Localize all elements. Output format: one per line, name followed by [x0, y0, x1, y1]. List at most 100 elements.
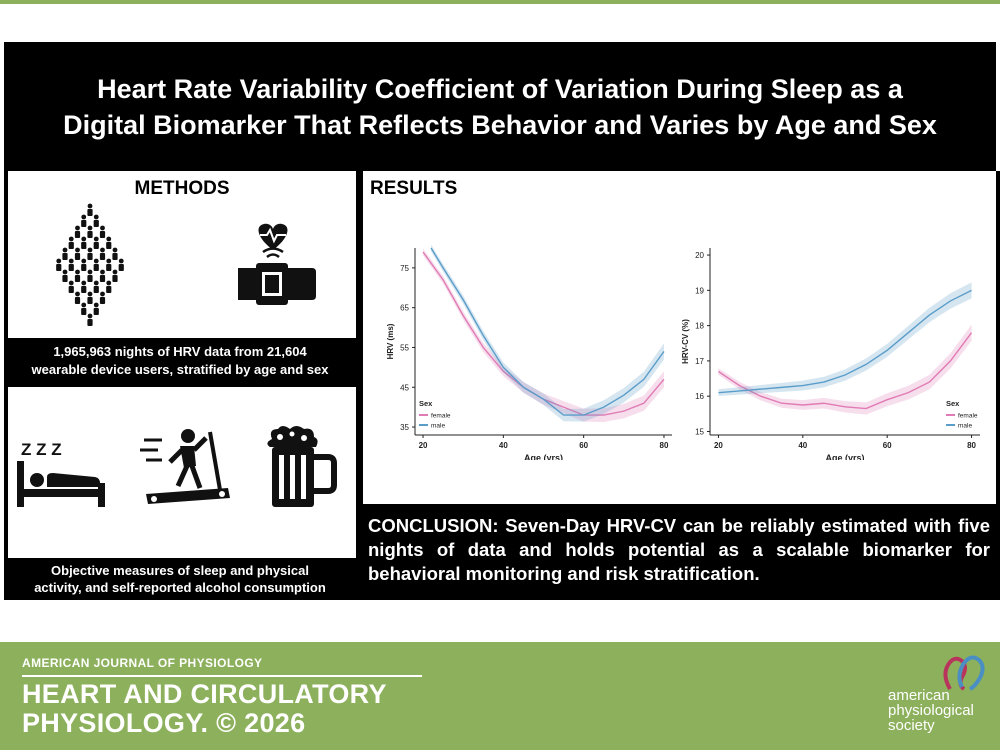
legend-label-male: male [431, 423, 445, 430]
people-crowd-icon [56, 203, 124, 326]
y-tick-label-20: 20 [695, 251, 704, 260]
x-tick-label-80: 80 [660, 441, 669, 450]
y-tick-label-17: 17 [695, 357, 704, 366]
title-banner: Heart Rate Variability Coefficient of Va… [4, 42, 996, 171]
person-figure-7 [81, 236, 87, 249]
person-figure-28 [93, 280, 99, 293]
person-figure-27 [81, 280, 87, 293]
series-line-male [718, 289, 972, 394]
person-figure-17 [81, 258, 87, 271]
person-figure-10 [62, 247, 68, 260]
caption2-line1: Objective measures of sleep and physical [51, 563, 309, 578]
treadmill-icon [140, 429, 230, 504]
legend-label-male: male [958, 423, 972, 430]
society-logo-icon [943, 655, 985, 691]
society-line1: american [888, 687, 950, 704]
person-figure-31 [87, 291, 93, 304]
y-tick-label-45: 45 [400, 383, 409, 392]
y-tick-label-18: 18 [695, 322, 704, 331]
legend-label-female: female [431, 413, 451, 420]
sleep-bed-icon: Z Z Z [17, 440, 105, 507]
society-line3: society [888, 717, 935, 734]
title-line-1: Heart Rate Variability Coefficient of Va… [97, 73, 903, 104]
society-name: american physiological society [888, 688, 974, 733]
person-figure-13 [99, 247, 106, 260]
x-tick-label-60: 60 [883, 441, 892, 450]
person-figure-18 [93, 258, 99, 271]
person-figure-3 [74, 225, 81, 238]
person-figure-25 [112, 269, 118, 282]
person-figure-20 [118, 258, 124, 271]
x-tick-label-20: 20 [419, 441, 428, 450]
person-figure-9 [106, 236, 112, 249]
column-divider [356, 171, 363, 600]
beer-mug-icon [267, 426, 337, 507]
person-figure-8 [93, 236, 99, 249]
y-axis-label: HRV-CV (%) [681, 319, 690, 364]
journal-title-line1: HEART AND CIRCULATORY [22, 679, 387, 709]
journal-footer [0, 642, 1000, 750]
person-figure-29 [106, 280, 112, 293]
person-figure-22 [74, 269, 81, 282]
y-tick-label-15: 15 [695, 427, 704, 436]
x-tick-label-40: 40 [499, 441, 508, 450]
person-figure-21 [62, 269, 68, 282]
hrv-age-chart: 35 45 55 65 75 20 40 60 80 Age (yrs) HRV (ms) Sex fe… [386, 244, 672, 460]
y-tick-label-19: 19 [695, 286, 704, 295]
person-figure-14 [112, 247, 118, 260]
legend-label-female: female [958, 413, 978, 420]
person-figure-30 [74, 291, 81, 304]
person-figure-4 [87, 225, 93, 238]
x-tick-label-80: 80 [967, 441, 976, 450]
person-figure-1 [81, 214, 87, 227]
y-tick-label-35: 35 [400, 423, 409, 432]
series-line-female [718, 332, 973, 410]
journal-rule [22, 675, 422, 677]
person-figure-5 [99, 225, 106, 238]
person-figure-15 [56, 258, 62, 271]
legend-title: Sex [419, 399, 433, 408]
x-axis-label: Age (yrs) [825, 453, 864, 460]
x-axis-label: Age (yrs) [524, 453, 563, 460]
methods-caption-data: 1,965,963 nights of HRV data from 21,604… [4, 338, 356, 384]
person-figure-11 [74, 247, 81, 260]
methods-heading: METHODS [134, 178, 230, 199]
person-figure-33 [81, 302, 87, 315]
y-axis-label: HRV (ms) [386, 323, 395, 359]
hrv-cv-age-chart: 15 16 17 18 19 20 20 40 60 80 Age (yrs) HRV-CV (%) S… [681, 248, 980, 460]
person-figure-26 [68, 280, 74, 293]
person-figure-0 [87, 203, 93, 216]
y-tick-label-65: 65 [400, 304, 409, 313]
confidence-band-male [718, 282, 972, 397]
person-figure-12 [87, 247, 93, 260]
journal-title: HEART AND CIRCULATORY PHYSIOLOGY. © 2026 [22, 680, 387, 738]
caption1-line1: 1,965,963 nights of HRV data from 21,604 [53, 344, 307, 359]
person-figure-24 [99, 269, 106, 282]
x-tick-label-60: 60 [579, 441, 588, 450]
caption2-line2: activity, and self-reported alcohol cons… [34, 580, 326, 595]
journal-title-line2: PHYSIOLOGY. © 2026 [22, 708, 306, 738]
y-tick-label-75: 75 [400, 264, 409, 273]
person-figure-32 [99, 291, 106, 304]
y-tick-label-16: 16 [695, 392, 704, 401]
caption1-line2: wearable device users, stratified by age… [31, 362, 329, 377]
person-figure-34 [93, 302, 99, 315]
series-line-male [430, 247, 665, 416]
results-heading: RESULTS [370, 178, 458, 199]
right-border [996, 171, 1000, 504]
conclusion-box: CONCLUSION: Seven-Day HRV-CV can be reli… [363, 504, 1000, 600]
top-accent-bar [0, 0, 1000, 4]
person-figure-16 [68, 258, 74, 271]
methods-caption-behavior: Objective measures of sleep and physical… [4, 558, 356, 600]
title-line-2: Digital Biomarker That Reflects Behavior… [63, 109, 937, 140]
person-figure-19 [106, 258, 112, 271]
x-tick-label-40: 40 [798, 441, 807, 450]
person-figure-35 [87, 313, 93, 326]
person-figure-23 [87, 269, 93, 282]
society-line2: physiological [888, 702, 974, 719]
methods-separator [4, 384, 356, 387]
person-figure-6 [68, 236, 74, 249]
legend-title: Sex [946, 399, 960, 408]
sleep-z-letters: Z Z Z [21, 440, 62, 459]
x-tick-label-20: 20 [714, 441, 723, 450]
